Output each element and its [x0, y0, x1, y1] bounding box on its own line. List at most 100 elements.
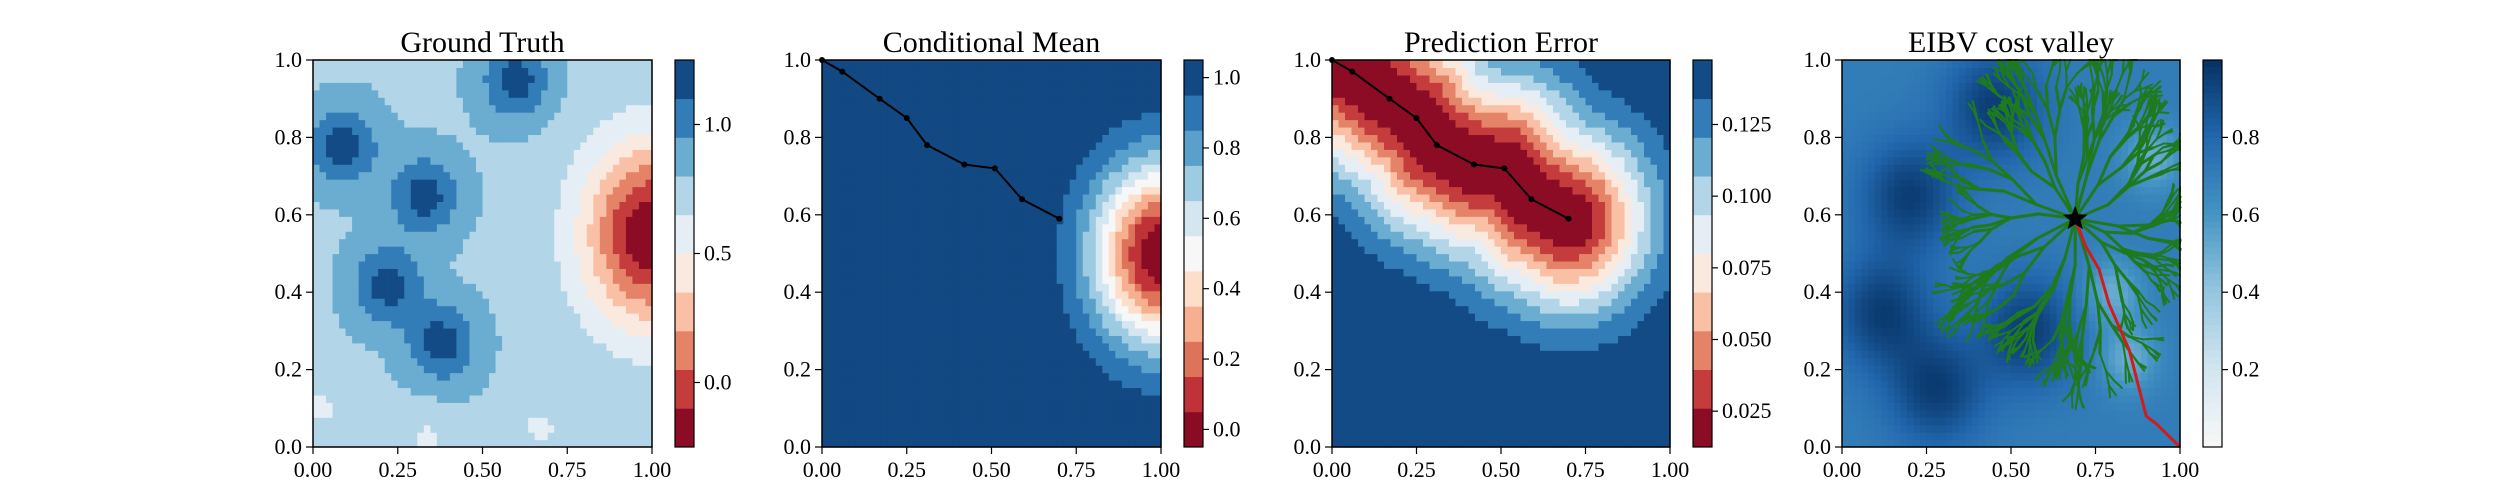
heatmap-cell — [1024, 179, 1032, 188]
heatmap-cell — [313, 342, 321, 351]
heatmap-cell — [378, 134, 386, 143]
heatmap-cell — [606, 424, 614, 433]
heatmap-cell — [423, 89, 431, 98]
heatmap-cell — [880, 208, 888, 217]
heatmap-cell — [900, 186, 908, 195]
heatmap-cell — [404, 432, 412, 441]
heatmap-cell — [352, 409, 360, 418]
heatmap-cell — [326, 216, 334, 225]
heatmap-cell — [984, 216, 993, 225]
heatmap-cell — [462, 253, 471, 262]
heatmap-cell — [1043, 134, 1051, 143]
heatmap-cell — [945, 67, 953, 76]
heatmap-cell — [567, 357, 575, 366]
heatmap-cell — [1063, 402, 1071, 411]
heatmap-cell — [612, 201, 620, 210]
heatmap-cell — [397, 171, 405, 180]
heatmap-cell — [593, 424, 601, 433]
heatmap-cell — [469, 97, 477, 106]
heatmap-cell — [1017, 119, 1025, 128]
heatmap-cell — [528, 186, 536, 195]
heatmap-cell — [887, 60, 895, 69]
heatmap-cell — [554, 112, 562, 121]
heatmap-cell — [371, 335, 379, 344]
heatmap-cell — [560, 193, 568, 202]
heatmap-cell — [593, 432, 601, 441]
heatmap-cell — [547, 193, 555, 202]
heatmap-cell — [410, 394, 418, 403]
heatmap-cell — [632, 424, 640, 433]
heatmap-cell — [515, 357, 523, 366]
heatmap-cell — [378, 223, 386, 232]
heatmap-cell — [1089, 260, 1097, 269]
heatmap-cell — [919, 387, 927, 396]
heatmap-cell — [352, 216, 360, 225]
heatmap-cell — [861, 60, 869, 69]
heatmap-cell — [606, 253, 614, 262]
heatmap-cell — [1076, 156, 1084, 165]
heatmap-cell — [952, 327, 960, 336]
heatmap-cell — [319, 283, 327, 292]
heatmap-cell — [939, 208, 947, 217]
heatmap-cell — [828, 223, 836, 232]
heatmap-cell — [534, 409, 542, 418]
heatmap-cell — [965, 380, 973, 389]
heatmap-cell — [991, 134, 999, 143]
heatmap-cell — [384, 260, 392, 269]
heatmap-cell — [508, 409, 516, 418]
heatmap-cell — [391, 380, 399, 389]
heatmap-cell — [828, 298, 836, 307]
heatmap-cell — [874, 342, 882, 351]
heatmap-cell — [593, 380, 601, 389]
heatmap-cell — [404, 409, 412, 418]
heatmap-cell — [599, 97, 607, 106]
heatmap-cell — [978, 365, 986, 374]
heatmap-cell — [345, 402, 353, 411]
heatmap-cell — [404, 320, 412, 329]
heatmap-cell — [560, 365, 568, 374]
heatmap-cell — [475, 149, 484, 158]
heatmap-cell — [971, 268, 980, 277]
heatmap-cell — [926, 67, 934, 76]
heatmap-cell — [867, 97, 875, 106]
heatmap-cell — [978, 156, 986, 165]
heatmap-cell — [612, 402, 620, 411]
heatmap-cell — [919, 141, 927, 150]
heatmap-cell — [449, 342, 458, 351]
heatmap-cell — [391, 298, 399, 307]
heatmap-cell — [449, 357, 458, 366]
heatmap-cell — [848, 290, 856, 299]
heatmap-cell — [945, 223, 953, 232]
heatmap-cell — [841, 320, 849, 329]
heatmap-cell — [1017, 60, 1025, 69]
heatmap-cell — [841, 424, 849, 433]
heatmap-cell — [913, 283, 921, 292]
heatmap-cell — [573, 298, 581, 307]
heatmap-cell — [489, 372, 497, 381]
heatmap-cell — [384, 283, 392, 292]
heatmap-cell — [599, 216, 607, 225]
heatmap-cell — [410, 372, 418, 381]
heatmap-cell — [861, 171, 869, 180]
heatmap-cell — [1043, 424, 1051, 433]
heatmap-cell — [423, 179, 431, 188]
heatmap-cell — [391, 134, 399, 143]
heatmap-cell — [1024, 290, 1032, 299]
heatmap-cell — [619, 201, 627, 210]
heatmap-cell — [919, 149, 927, 158]
heatmap-cell — [449, 97, 458, 106]
heatmap-cell — [625, 186, 634, 195]
heatmap-cell — [384, 89, 392, 98]
heatmap-cell — [495, 283, 503, 292]
heatmap-cell — [1089, 82, 1097, 91]
heatmap-cell — [365, 171, 373, 180]
heatmap-cell — [900, 290, 908, 299]
heatmap-cell — [332, 394, 340, 403]
heatmap-cell — [913, 104, 921, 113]
heatmap-cell — [900, 417, 908, 426]
heatmap-cell — [567, 126, 575, 136]
heatmap-cell — [534, 275, 542, 284]
heatmap-cell — [1056, 283, 1064, 292]
heatmap-cell — [489, 97, 497, 106]
heatmap-cell — [534, 298, 542, 307]
